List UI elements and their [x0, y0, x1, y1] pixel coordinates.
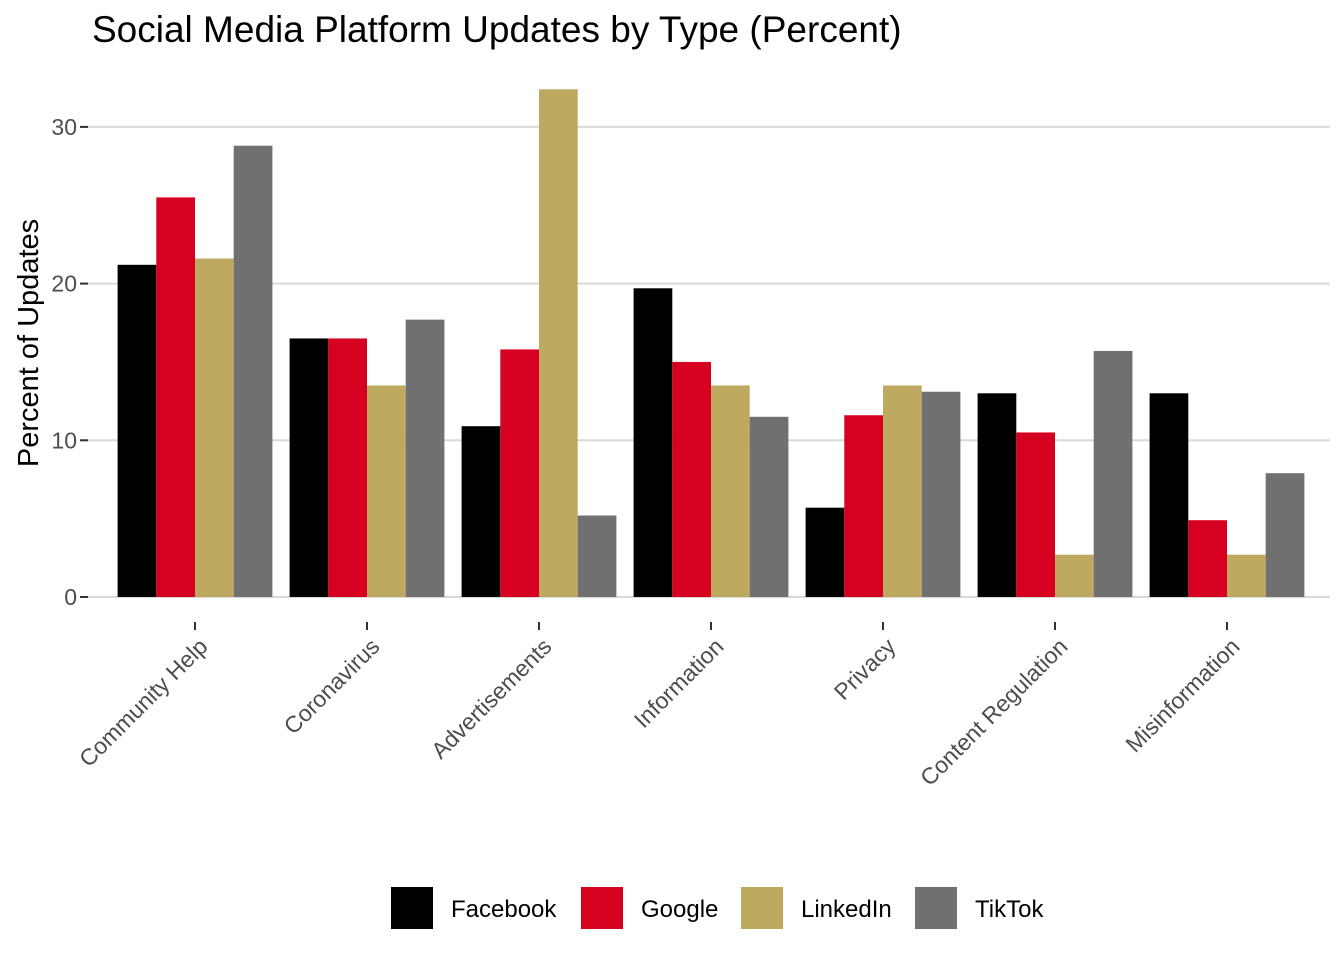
bar-linkedin [539, 89, 578, 598]
x-tick-label: Misinformation [1120, 633, 1244, 757]
bar-tiktok [405, 319, 445, 597]
bar-facebook [633, 288, 673, 597]
y-tick-label: 30 [51, 114, 77, 140]
legend-label: LinkedIn [801, 896, 892, 923]
bar-linkedin [1227, 554, 1266, 597]
x-tick-label: Privacy [829, 633, 901, 705]
bar-google [672, 361, 711, 597]
bar-facebook [461, 426, 501, 597]
bar-linkedin [195, 258, 234, 597]
legend-item-linkedin: LinkedIn [741, 887, 892, 929]
bar-tiktok [233, 145, 273, 598]
bar-tiktok [1093, 350, 1133, 597]
bar-google [1016, 432, 1055, 597]
bar-linkedin [711, 385, 750, 597]
bar-linkedin [367, 385, 406, 597]
legend-key [915, 887, 957, 929]
bar-facebook [805, 507, 845, 597]
legend-label: Facebook [451, 896, 557, 923]
y-tick-label: 0 [64, 584, 77, 610]
legend-item-tiktok: TikTok [915, 887, 1044, 929]
bar-google [1188, 520, 1227, 597]
legend-key [581, 887, 623, 929]
bar-facebook [117, 264, 157, 597]
bar-google [844, 415, 883, 597]
y-tick-label: 20 [51, 271, 77, 297]
bar-tiktok [921, 391, 961, 597]
bar-google [500, 349, 539, 597]
bar-tiktok [1265, 473, 1305, 597]
x-tick-label: Content Regulation [915, 633, 1073, 791]
legend-label: TikTok [975, 896, 1044, 923]
bar-tiktok [577, 515, 617, 597]
bar-facebook [289, 338, 329, 597]
bar-google [156, 197, 195, 598]
x-tick-label: Information [629, 633, 729, 733]
y-axis-label: Percent of Updates [13, 219, 45, 467]
bar-google [328, 338, 367, 597]
legend-item-google: Google [581, 887, 718, 929]
legend-key [741, 887, 783, 929]
legend-item-facebook: Facebook [391, 887, 557, 929]
chart-title: Social Media Platform Updates by Type (P… [92, 9, 902, 50]
bar-tiktok [749, 416, 789, 597]
x-tick-label: Coronavirus [278, 633, 384, 739]
bar-facebook [977, 393, 1017, 597]
y-tick-label: 10 [51, 427, 77, 453]
legend-key [391, 887, 433, 929]
x-tick-label: Community Help [74, 633, 213, 772]
x-tick-label: Advertisements [426, 633, 556, 763]
bar-facebook [1149, 393, 1189, 597]
bar-linkedin [883, 385, 922, 597]
bar-linkedin [1055, 554, 1094, 597]
legend-label: Google [641, 896, 718, 923]
